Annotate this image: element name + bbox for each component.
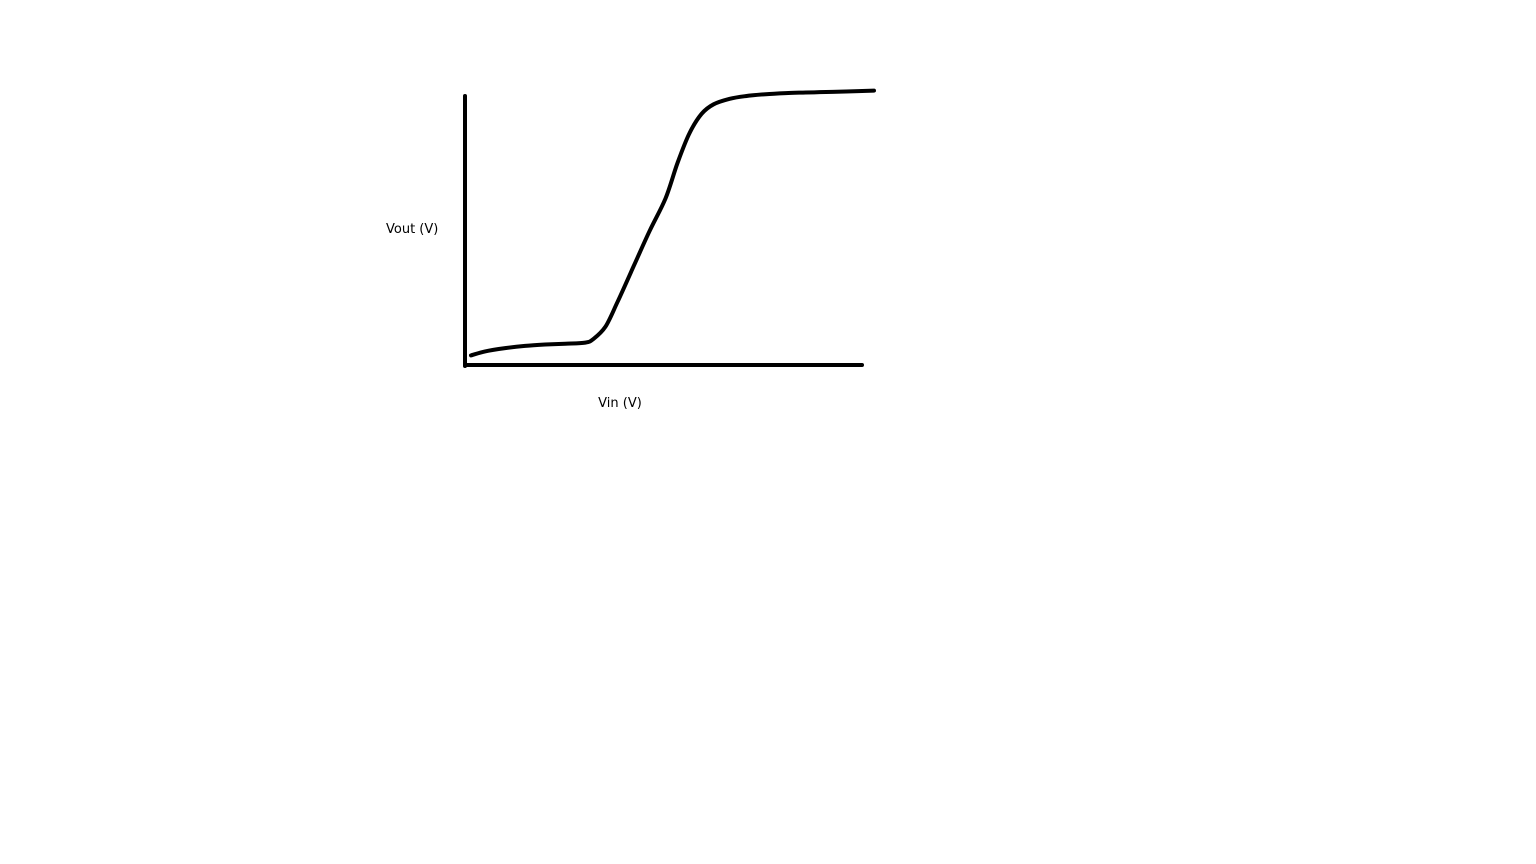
curve-point (503, 346, 507, 350)
curve-point (603, 325, 607, 329)
x-axis-label: Vin (V) (598, 396, 642, 411)
curve-point (469, 353, 473, 357)
curve-point (804, 91, 808, 94)
curve-point (648, 229, 651, 233)
curve-point (784, 91, 788, 95)
curve-point (728, 97, 732, 101)
curve-point (744, 94, 748, 98)
curve-point (483, 349, 487, 353)
curve-point (844, 90, 848, 93)
curve-point (872, 89, 876, 93)
curve-point (700, 112, 704, 116)
y-axis-label: Vout (V) (386, 222, 438, 237)
curve-point (631, 265, 635, 269)
curve-point (543, 343, 547, 346)
curve-point (676, 161, 679, 165)
curve-point (824, 90, 828, 94)
curve-point (591, 337, 595, 341)
curve-point (583, 341, 587, 345)
curve-point (563, 342, 567, 346)
curve-point (712, 102, 716, 106)
curve-point (615, 300, 619, 304)
curve-point (664, 197, 667, 200)
curve-points (469, 89, 876, 357)
vout-vs-vin-curve (469, 88, 876, 358)
curve-point (523, 344, 527, 348)
curve-point (764, 92, 768, 96)
curve-point (688, 131, 692, 135)
